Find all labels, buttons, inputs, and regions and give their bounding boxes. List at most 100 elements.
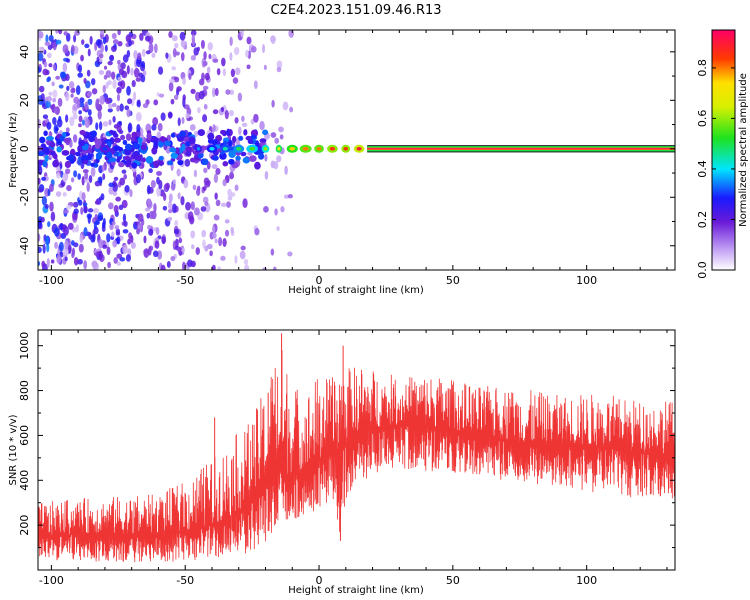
spectral-blob [160, 191, 165, 197]
spectral-blob [127, 122, 133, 133]
spectral-blob [118, 204, 124, 211]
spectral-blob [253, 113, 259, 123]
spectral-blob [181, 143, 186, 152]
snr-line [38, 350, 675, 563]
spectral-blob [55, 39, 62, 45]
spectral-blob [132, 142, 141, 150]
spectral-blob [65, 114, 69, 123]
spectral-blob [119, 80, 126, 90]
spectral-blob [116, 261, 121, 266]
spectral-blob [46, 121, 52, 130]
spectral-blob [72, 134, 78, 143]
spectral-blob [119, 257, 126, 262]
spectral-blob [143, 235, 147, 244]
spectral-blob [69, 116, 75, 127]
spectral-blob [201, 229, 207, 238]
spectral-blob [145, 155, 154, 164]
spectral-blob [112, 239, 118, 248]
spectral-blob [57, 97, 63, 107]
spectral-blob [73, 208, 79, 215]
spectral-blob [145, 50, 151, 55]
spectral-blob [202, 196, 209, 204]
snr-frame [37, 329, 676, 571]
spectral-blob [58, 30, 63, 35]
spectral-blob [82, 145, 89, 151]
spectral-blob [83, 202, 88, 207]
y-tick-label: 20 [18, 93, 31, 107]
spectral-blob [102, 173, 106, 181]
spectral-blob [228, 150, 236, 158]
spectral-blob [180, 52, 185, 62]
carrier-segment-core [329, 146, 336, 151]
spectral-blob [90, 166, 96, 177]
spectral-blob [38, 85, 45, 93]
spectral-blob [56, 140, 62, 146]
spectral-blob [116, 86, 122, 94]
spectral-blob [185, 113, 190, 119]
spectral-blob [38, 165, 43, 176]
spectral-blob [77, 72, 83, 78]
spectral-blob [123, 173, 127, 180]
spectral-blob [231, 135, 237, 143]
spectral-blob [103, 65, 108, 70]
spectral-blob [190, 201, 195, 211]
snr-y-label: SNR (10 * v/v) [8, 414, 19, 485]
spectral-blob [38, 233, 41, 242]
spectral-blob [79, 97, 85, 104]
spectral-blob [98, 215, 104, 222]
spectral-blob [193, 169, 197, 178]
spectral-blob [81, 176, 85, 186]
spectral-blob [72, 103, 79, 111]
spectral-blob [76, 99, 81, 109]
spectral-blob [38, 52, 44, 62]
spectral-blob [215, 167, 221, 175]
spectral-blob [152, 117, 159, 126]
carrier-segment-core [356, 146, 362, 151]
spectral-blob [101, 164, 105, 172]
spectral-blob [167, 216, 173, 222]
spectral-blob [122, 54, 129, 63]
spectral-blob [38, 246, 42, 253]
spectral-blob [77, 173, 81, 180]
spectral-blob [108, 186, 114, 195]
spectral-blob [96, 56, 100, 63]
spectral-blob [84, 43, 90, 49]
spectral-blob [160, 112, 166, 121]
spectral-blob [214, 192, 218, 200]
spectral-blob [71, 251, 75, 259]
spectral-blob [96, 138, 102, 147]
spectral-blob [102, 84, 107, 94]
spectral-blob [55, 75, 61, 80]
spectral-blob [274, 208, 278, 216]
spectral-blob [38, 218, 42, 229]
spectral-blob [170, 132, 176, 138]
colorbar-tick-label: 0.2 [696, 211, 709, 229]
spectral-blob [84, 205, 88, 214]
spectral-blob [49, 142, 56, 148]
spectral-blob [194, 207, 200, 216]
spectral-blob [84, 171, 89, 180]
x-tick-label: -50 [176, 274, 194, 287]
spectral-blob [84, 101, 89, 111]
spectral-blob [207, 132, 215, 141]
spectral-blob [73, 256, 79, 266]
spectral-blob [148, 228, 154, 236]
spectral-blob [203, 60, 208, 67]
spectral-blob [64, 160, 72, 169]
spectral-blob [177, 159, 184, 166]
spectral-blob [111, 71, 116, 80]
spectral-blob [64, 240, 69, 250]
spectral-blob [124, 143, 133, 151]
spectral-blob [137, 137, 143, 144]
spectral-blob [188, 136, 196, 145]
spectral-blob [111, 45, 117, 52]
spectral-blob [238, 126, 242, 136]
spectral-blob [176, 168, 181, 177]
carrier-segment-core [102, 146, 108, 151]
spectral-blob [214, 238, 218, 244]
spectral-blob [98, 121, 103, 131]
spectral-blob [41, 195, 47, 206]
spectral-blob [212, 124, 216, 132]
spectral-blob [254, 228, 260, 236]
spectral-blob [66, 85, 70, 91]
